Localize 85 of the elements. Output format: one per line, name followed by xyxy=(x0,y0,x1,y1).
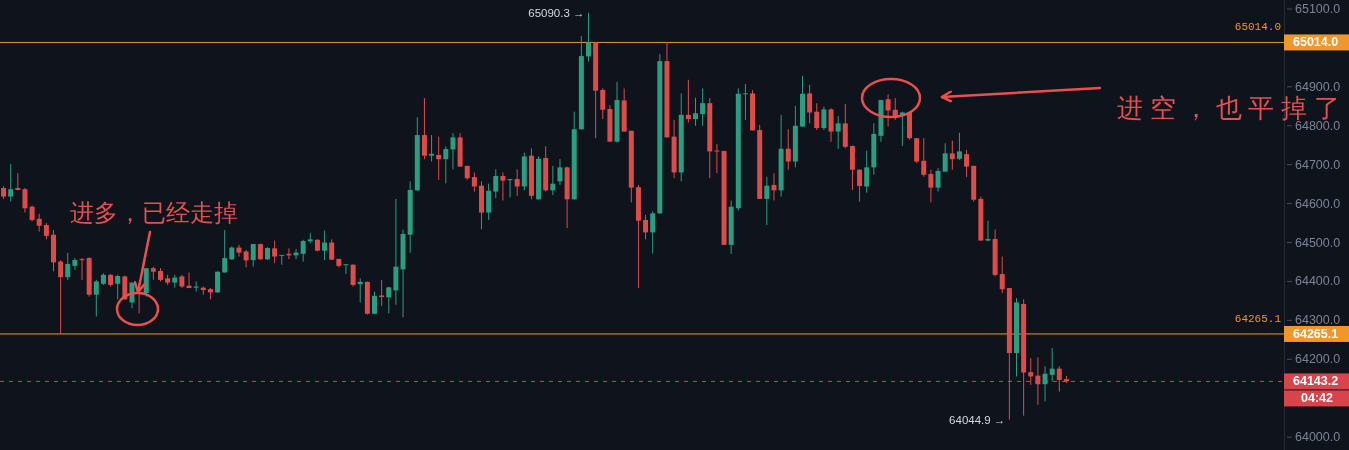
candlestick xyxy=(115,274,121,300)
candlestick xyxy=(493,168,499,199)
candlestick xyxy=(393,198,399,306)
candlestick xyxy=(386,286,392,314)
candlestick xyxy=(557,158,563,186)
candlestick xyxy=(956,132,962,161)
y-tick-label: 64400.0 xyxy=(1295,274,1341,289)
candlestick xyxy=(935,167,941,193)
candlestick xyxy=(65,252,71,281)
candlestick xyxy=(514,168,520,197)
y-tick-label: 64600.0 xyxy=(1295,196,1341,211)
annotation: 64044.9 → xyxy=(949,413,1006,426)
candlestick xyxy=(921,137,927,178)
candlestick xyxy=(914,137,920,164)
candlestick xyxy=(821,106,827,131)
annotation: 进多，已经走掉 xyxy=(70,199,238,227)
candlestick xyxy=(849,145,855,191)
candlestick xyxy=(714,143,720,174)
candlestick xyxy=(58,259,64,335)
candlestick xyxy=(300,239,306,263)
candlestick xyxy=(8,163,14,203)
candlestick xyxy=(700,87,706,127)
ref-line-label: 64143.2 xyxy=(1293,374,1339,389)
candlestick xyxy=(835,115,841,150)
ref-line-label: 65014.0 xyxy=(1234,21,1281,34)
y-tick-label: 64200.0 xyxy=(1295,352,1341,367)
candlestick xyxy=(643,214,649,240)
candlestick xyxy=(814,102,820,131)
candlestick xyxy=(693,97,698,127)
y-tick-label: 64000.0 xyxy=(1295,430,1341,445)
price-tag: 65014.0 xyxy=(1284,34,1349,51)
y-tick-label: 64300.0 xyxy=(1295,313,1341,328)
candlestick xyxy=(600,87,606,120)
candlestick xyxy=(322,229,328,261)
candlestick xyxy=(942,142,948,173)
ref-line-label: 64265.1 xyxy=(1234,312,1282,325)
candlestick xyxy=(842,103,848,149)
candlestick xyxy=(222,229,228,273)
y-tick-label: 64500.0 xyxy=(1295,235,1341,250)
candlestick xyxy=(436,136,442,181)
candlestick xyxy=(999,256,1005,294)
candlestick xyxy=(764,176,770,226)
candlestick xyxy=(486,183,492,221)
countdown-tag: 04:42 xyxy=(1284,390,1349,407)
candlestick xyxy=(1049,347,1055,382)
y-tick-label: 64900.0 xyxy=(1295,79,1341,94)
candlestick xyxy=(550,165,556,196)
candlestick xyxy=(279,254,285,266)
candlestick xyxy=(350,263,356,288)
candlestick xyxy=(72,257,78,271)
candlestick xyxy=(500,171,506,201)
candlestick xyxy=(928,169,934,203)
candlestick xyxy=(771,172,777,201)
candlestick xyxy=(1056,365,1062,393)
candlestick xyxy=(807,84,813,124)
candlestick xyxy=(421,97,427,160)
candlestick xyxy=(1035,356,1041,406)
candlestick xyxy=(429,134,435,163)
candlestick xyxy=(343,263,349,275)
candlestick xyxy=(22,187,28,214)
candlestick xyxy=(964,149,970,178)
candlestick xyxy=(650,210,656,254)
y-tick-label: 65100.0 xyxy=(1295,1,1341,16)
y-tick-label: 64700.0 xyxy=(1295,157,1341,172)
annotation: 65090.3 → xyxy=(528,6,585,19)
candlestick xyxy=(236,244,242,258)
candlestick xyxy=(857,168,863,203)
candlestick xyxy=(272,240,278,264)
candlestick xyxy=(215,270,221,294)
candlestick xyxy=(79,257,85,281)
candlestick xyxy=(450,132,456,170)
candlestick xyxy=(93,279,99,317)
candlestick xyxy=(379,279,385,307)
candlestick xyxy=(685,79,691,124)
candlestick xyxy=(586,12,591,63)
candlestick xyxy=(949,140,955,171)
candlestick xyxy=(785,128,791,171)
candlestick xyxy=(864,150,870,194)
price-tag: 64143.2 xyxy=(1284,373,1349,390)
candlestick xyxy=(742,83,748,121)
candlestick xyxy=(250,243,256,268)
candlestick xyxy=(443,145,449,184)
candlestick xyxy=(1042,365,1048,402)
candlestick xyxy=(471,171,477,193)
candlestick xyxy=(828,107,834,143)
